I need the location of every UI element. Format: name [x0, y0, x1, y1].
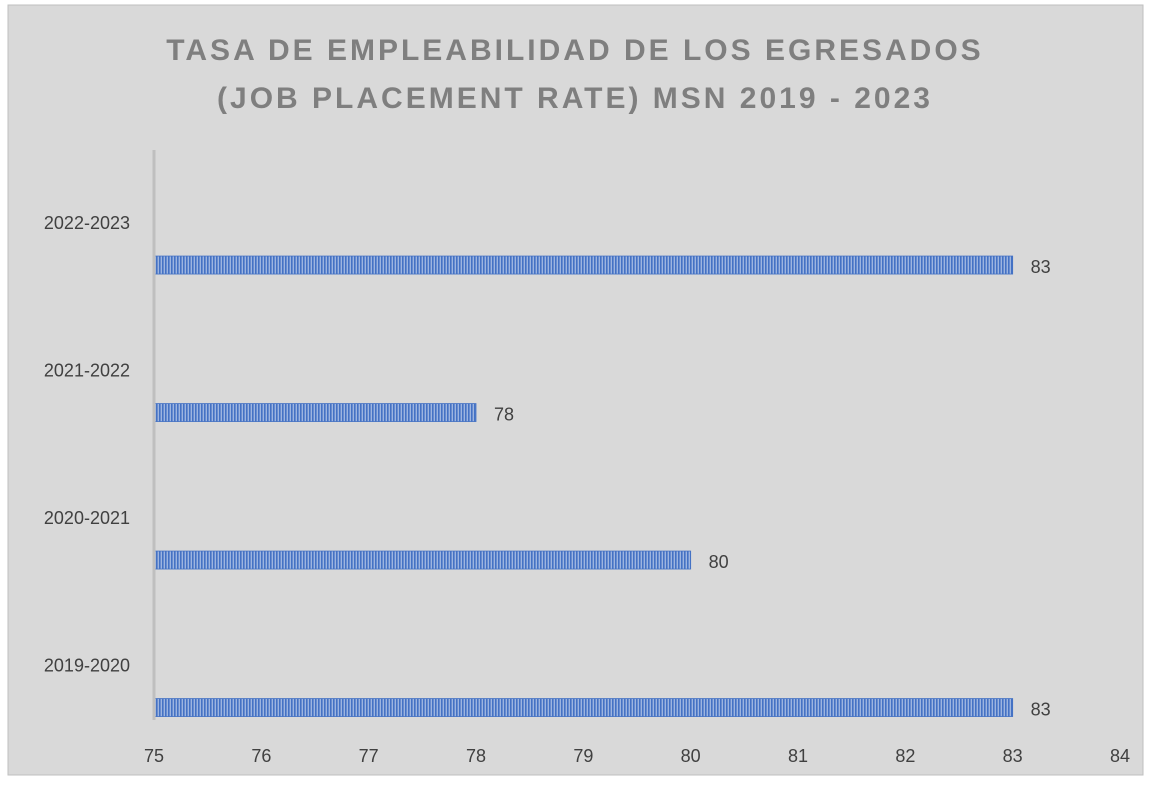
- data-label: 83: [1031, 699, 1051, 719]
- y-tick-label: 2019-2020: [44, 655, 130, 675]
- data-label: 80: [709, 552, 729, 572]
- chart-title: TASA DE EMPLEABILIDAD DE LOS EGRESADOS: [166, 34, 983, 67]
- data-label: 83: [1031, 257, 1051, 277]
- y-tick-label: 2020-2021: [44, 508, 130, 528]
- y-tick-label: 2021-2022: [44, 360, 130, 380]
- x-tick-label: 80: [681, 746, 701, 766]
- bar: [153, 550, 692, 570]
- x-tick-label: 78: [466, 746, 486, 766]
- bar: [153, 403, 477, 422]
- y-tick-label: 2022-2023: [44, 213, 130, 233]
- x-tick-label: 84: [1110, 746, 1130, 766]
- x-tick-label: 76: [251, 746, 271, 766]
- x-tick-label: 77: [359, 746, 379, 766]
- x-tick-label: 79: [573, 746, 593, 766]
- x-tick-label: 75: [144, 746, 164, 766]
- x-tick-label: 83: [1003, 746, 1023, 766]
- x-tick-label: 81: [788, 746, 808, 766]
- bar: [153, 255, 1014, 275]
- chart-title: (JOB PLACEMENT RATE) MSN 2019 - 2023: [217, 82, 933, 115]
- x-tick-label: 82: [895, 746, 915, 766]
- data-label: 78: [494, 404, 514, 424]
- chart-background: [7, 4, 1144, 776]
- bar: [153, 698, 1014, 717]
